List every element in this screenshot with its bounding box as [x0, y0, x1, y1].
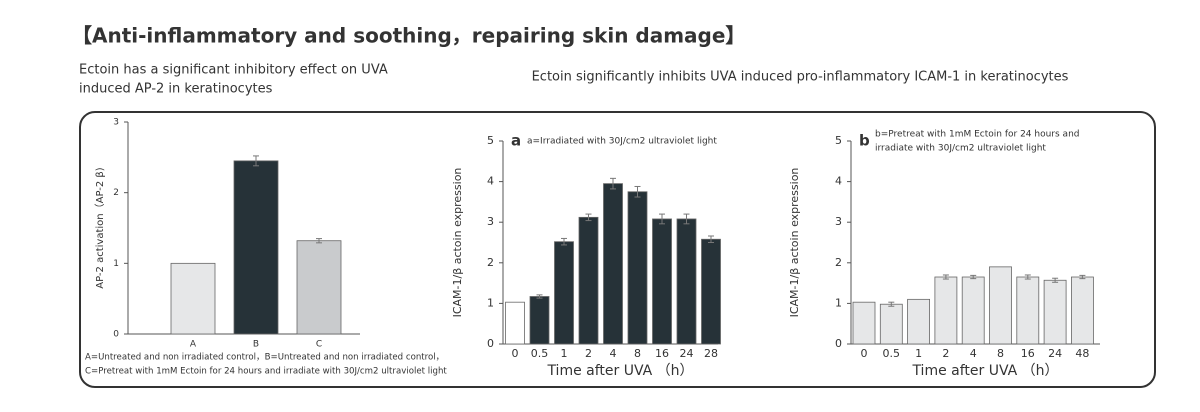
x-tick-label: 16 [1021, 347, 1035, 360]
x-tick-label: 0.5 [883, 347, 901, 360]
bar [1043, 279, 1067, 345]
y-tick-label: 2 [487, 256, 494, 269]
bar [603, 183, 623, 345]
bar [529, 296, 550, 345]
x-tick-label: 8 [634, 347, 641, 360]
x-tick-label: 1 [561, 347, 568, 360]
y-tick-label: 1 [113, 259, 119, 269]
y-tick-label: 0 [835, 337, 842, 350]
y-tick-label: 3 [835, 215, 842, 228]
panel-frame [79, 111, 1156, 388]
y-tick-label: 0 [113, 330, 119, 340]
x-axis-label: Time after UVA （h） [546, 363, 693, 379]
error-bar [1052, 277, 1059, 283]
x-tick-label: 0 [861, 347, 868, 360]
x-tick-label: A [190, 340, 197, 350]
error-bar [634, 185, 641, 198]
bar [879, 303, 903, 345]
bar [233, 160, 279, 335]
bar [1016, 276, 1040, 345]
y-axis-label: ICAM-1/β actoin expression [788, 168, 801, 318]
panel-label: b [859, 132, 870, 150]
y-tick-label: 5 [835, 134, 842, 147]
error-bar [708, 235, 714, 243]
x-tick-label: 0.5 [531, 347, 549, 360]
x-tick-label: 4 [970, 347, 977, 360]
bar [652, 218, 672, 345]
x-tick-label: 2 [942, 347, 949, 360]
error-bar [683, 213, 690, 225]
y-tick-label: 3 [113, 118, 119, 128]
bar [934, 276, 958, 345]
footnote: C=Pretreat with 1mM Ectoin for 24 hours … [85, 367, 447, 377]
x-tick-label: B [253, 340, 259, 350]
caption: induced AP-2 in keratinocytes [79, 82, 273, 97]
error-bar [253, 155, 259, 167]
bar [554, 241, 574, 345]
error-bar [942, 274, 949, 280]
x-tick-label: 28 [704, 347, 718, 360]
x-tick-label: 16 [655, 347, 669, 360]
y-tick-label: 0 [487, 337, 494, 350]
y-axis-label: ICAM-1/β actoin expression [451, 168, 464, 318]
error-bar [585, 213, 592, 222]
bar [627, 191, 648, 345]
y-tick-label: 3 [487, 215, 494, 228]
bar [578, 216, 599, 345]
bar [961, 276, 985, 345]
page-title: 【Anti-inflammatory and soothing，repairin… [72, 24, 745, 48]
bar [296, 240, 342, 335]
error-bar [970, 274, 977, 280]
y-tick-label: 1 [487, 296, 494, 309]
y-tick-label: 5 [487, 134, 494, 147]
footnote: A=Untreated and non irradiated control，B… [85, 353, 444, 363]
x-tick-label: 0 [512, 347, 519, 360]
x-tick-label: 48 [1075, 347, 1089, 360]
y-tick-label: 4 [835, 175, 842, 188]
error-bar [888, 301, 895, 307]
x-tick-label: 24 [680, 347, 694, 360]
annotation: a=Irradiated with 30J/cm2 ultraviolet li… [527, 137, 717, 147]
x-tick-label: 2 [585, 347, 592, 360]
y-tick-label: 2 [835, 256, 842, 269]
x-tick-label: 24 [1048, 347, 1062, 360]
error-bar [610, 177, 616, 190]
y-tick-label: 2 [113, 188, 119, 198]
error-bar [659, 213, 665, 225]
bar [505, 301, 525, 345]
x-tick-label: C [316, 340, 322, 350]
x-axis-label: Time after UVA （h） [911, 363, 1058, 379]
y-tick-label: 1 [835, 296, 842, 309]
bar [907, 298, 930, 345]
error-bar [536, 294, 543, 299]
panel-label: a [511, 132, 521, 150]
x-tick-label: 4 [610, 347, 617, 360]
annotation: b=Pretreat with 1mM Ectoin for 24 hours … [875, 130, 1080, 140]
error-bar [316, 238, 322, 244]
annotation: irradiate with 30J/cm2 ultraviolet light [875, 144, 1046, 154]
bar [1071, 276, 1094, 345]
bar [170, 262, 216, 335]
error-bar [1024, 274, 1031, 280]
x-tick-label: 1 [915, 347, 922, 360]
x-tick-label: 8 [997, 347, 1004, 360]
caption: Ectoin significantly inhibits UVA induce… [532, 70, 1069, 85]
error-bar [1079, 274, 1086, 280]
error-bar [561, 237, 567, 246]
bar [852, 301, 876, 345]
bar [676, 218, 697, 345]
caption: Ectoin has a significant inhibitory effe… [79, 63, 388, 78]
y-axis-label: AP-2 activation（AP-2 β) [94, 167, 106, 289]
bar [701, 238, 721, 345]
bar [989, 266, 1012, 345]
y-tick-label: 4 [487, 175, 494, 188]
